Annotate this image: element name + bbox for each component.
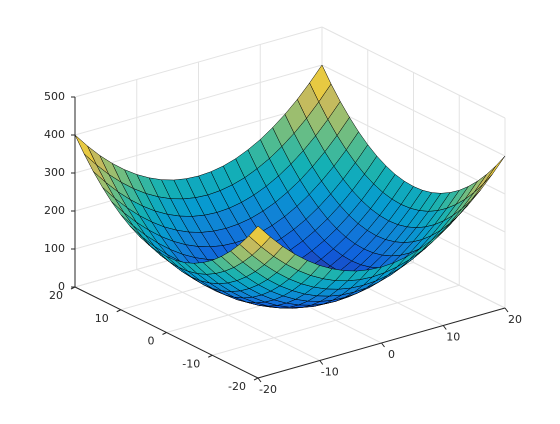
y-tick xyxy=(162,332,167,335)
grid-line xyxy=(321,26,506,119)
y-tick xyxy=(116,309,121,313)
y-tick-label: 20 xyxy=(49,289,63,302)
z-tick-label: 0 xyxy=(58,280,65,293)
grid-line xyxy=(321,64,506,157)
grid-line xyxy=(212,284,460,356)
x-tick-label: -10 xyxy=(321,366,339,379)
x-tick xyxy=(319,360,324,365)
x-tick xyxy=(504,307,509,313)
y-tick xyxy=(208,354,213,358)
surface-face xyxy=(74,134,97,166)
x-tick xyxy=(257,377,262,383)
y-tick-label: 0 xyxy=(148,335,155,348)
x-tick xyxy=(442,325,447,330)
x-tick-label: -20 xyxy=(259,383,277,396)
x-tick xyxy=(381,342,385,348)
grid-line xyxy=(74,26,323,98)
z-tick-label: 100 xyxy=(44,242,65,255)
grid-line xyxy=(74,102,323,174)
y-tick-label: -20 xyxy=(228,380,246,393)
grid-line xyxy=(74,64,323,136)
y-tick-label: -10 xyxy=(182,357,200,370)
surface-face xyxy=(248,225,271,248)
x-tick-label: 20 xyxy=(508,313,522,326)
surface-face xyxy=(483,155,506,185)
z-tick-label: 400 xyxy=(44,128,65,141)
z-tick-label: 300 xyxy=(44,166,65,179)
grid-line xyxy=(321,102,506,195)
z-tick-label: 500 xyxy=(44,90,65,103)
y-tick-label: 10 xyxy=(95,312,109,325)
x-tick-label: 10 xyxy=(446,331,460,344)
x-tick-label: 0 xyxy=(388,348,395,361)
z-tick-label: 200 xyxy=(44,204,65,217)
y-tick xyxy=(253,377,259,381)
